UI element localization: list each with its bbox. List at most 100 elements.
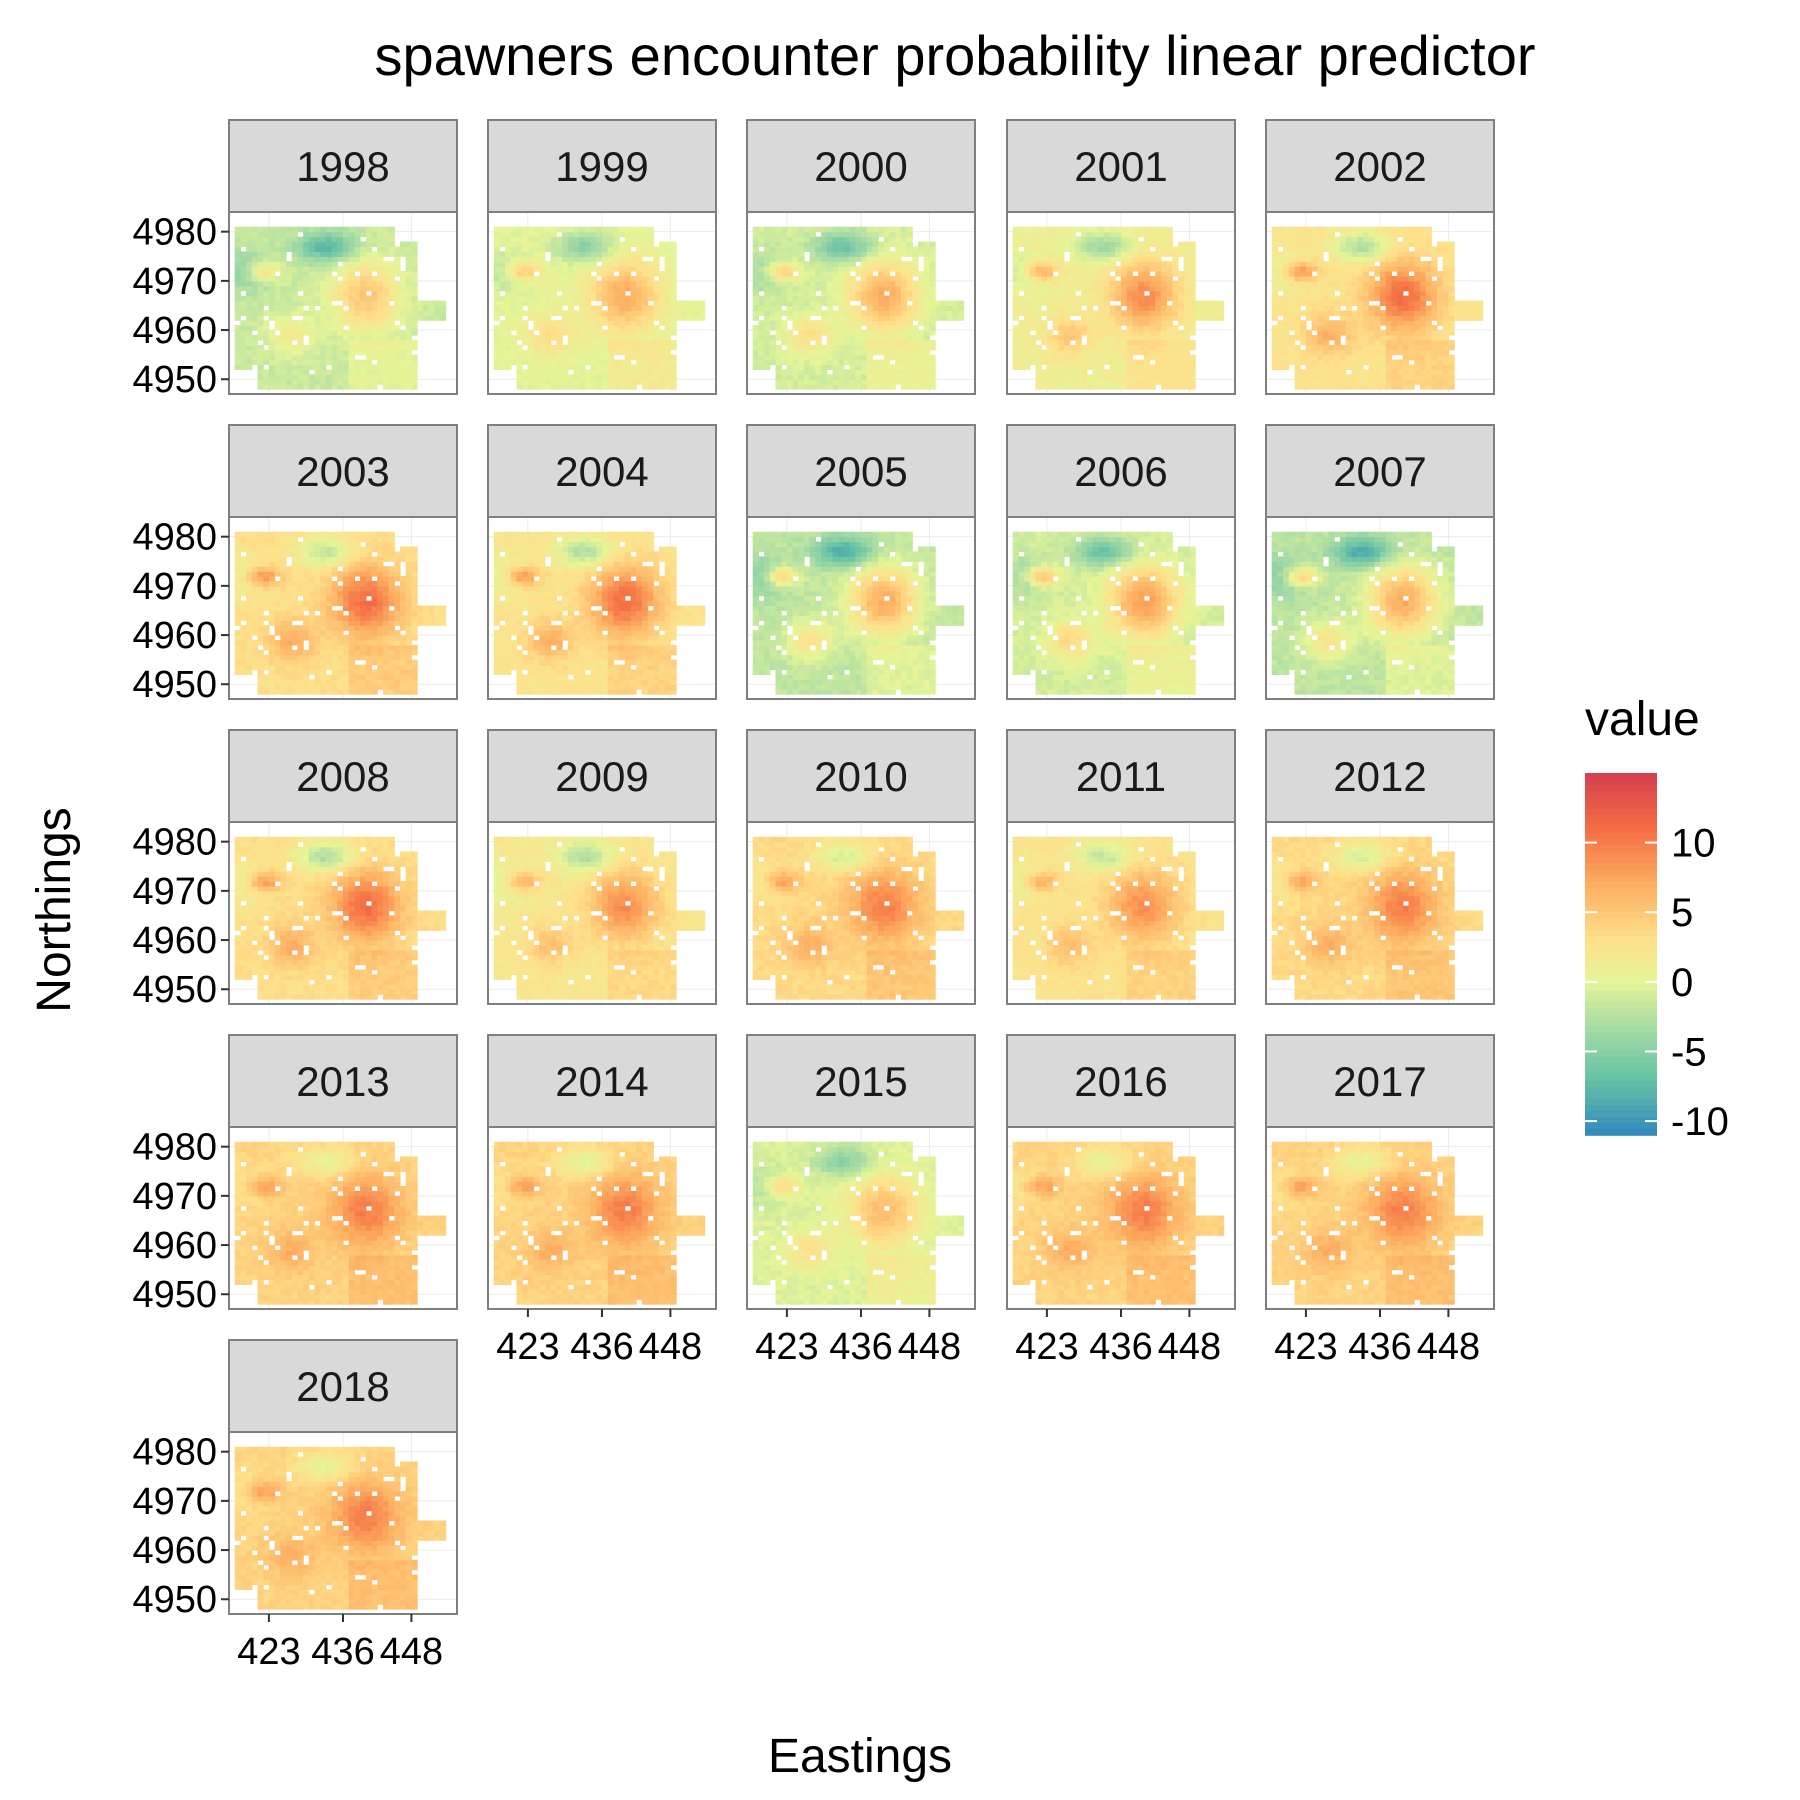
heat-cell — [308, 354, 316, 361]
heat-cell — [493, 246, 500, 252]
heat-cell — [1012, 339, 1019, 346]
heat-cell — [400, 251, 407, 257]
heat-cell — [1075, 384, 1082, 390]
heat-cell — [1408, 295, 1415, 302]
heat-cell — [1368, 354, 1375, 361]
heat-cell — [377, 290, 384, 297]
heat-cell — [1414, 226, 1421, 233]
heat-cell — [1081, 325, 1088, 331]
heat-cell — [624, 251, 632, 257]
heat-cell — [1300, 354, 1307, 361]
heat-cell — [1271, 246, 1278, 252]
heat-cell — [286, 226, 293, 233]
heat-cell — [821, 330, 828, 336]
heat-cell — [1345, 285, 1353, 292]
heat-cell — [550, 285, 557, 292]
heat-cell — [1380, 364, 1387, 371]
heat-cell — [1362, 251, 1370, 257]
heat-cell — [1189, 359, 1196, 366]
heat-cell — [769, 305, 777, 311]
heat-cell — [291, 285, 298, 292]
heat-cell — [798, 305, 805, 311]
heat-cell — [653, 271, 660, 277]
heat-cell — [895, 369, 902, 375]
heat-cell — [1178, 344, 1185, 351]
heat-cell — [786, 266, 794, 272]
heat-cell — [1328, 330, 1335, 336]
heat-cell — [641, 379, 649, 385]
heat-cell — [1368, 369, 1375, 375]
heat-cell — [849, 310, 856, 316]
heat-cell — [659, 320, 666, 326]
heat-cell — [1138, 379, 1145, 385]
heat-cell — [1052, 310, 1059, 316]
heat-cell — [1283, 305, 1290, 311]
heat-cell — [1305, 354, 1313, 361]
heat-cell — [641, 384, 649, 390]
heat-cell — [1317, 271, 1324, 277]
heat-cell — [624, 226, 632, 233]
heat-cell — [493, 271, 500, 277]
heat-cell — [1414, 256, 1421, 262]
heat-cell — [1166, 280, 1173, 287]
heat-cell — [630, 231, 637, 238]
heat-cell — [394, 364, 401, 371]
heat-cell — [1075, 379, 1082, 385]
heat-cell — [1391, 310, 1398, 316]
heat-cell — [314, 310, 321, 316]
heat-cell — [1419, 334, 1427, 341]
heat-cell — [821, 369, 828, 375]
heat-cell — [918, 330, 925, 336]
heat-cell — [1414, 374, 1421, 380]
heat-cell — [647, 295, 654, 302]
heat-cell — [240, 334, 247, 341]
heat-cell — [388, 369, 395, 375]
heat-cell — [1431, 251, 1438, 257]
heat-cell — [866, 379, 873, 385]
heat-cell — [792, 344, 799, 351]
heat-cell — [320, 349, 327, 356]
heat-cell — [815, 384, 822, 390]
heat-cell — [1172, 325, 1179, 331]
heat-cell — [855, 310, 862, 316]
heat-cell — [1075, 251, 1082, 257]
heat-cell — [286, 290, 293, 297]
heat-cell — [590, 334, 597, 341]
heat-cell — [579, 275, 586, 282]
heat-cell — [929, 266, 936, 272]
heat-cell — [1081, 231, 1088, 238]
heat-cell — [809, 241, 816, 248]
heat-cell — [590, 231, 597, 238]
heat-cell — [382, 369, 390, 375]
heat-cell — [1109, 226, 1116, 233]
heat-cell — [918, 374, 925, 380]
heat-cell — [900, 241, 908, 248]
heat-cell — [809, 256, 816, 262]
heat-cell — [382, 384, 390, 390]
heat-cell — [257, 349, 264, 356]
heat-cell — [388, 271, 395, 277]
heat-cell — [872, 266, 879, 272]
heat-cell — [1183, 290, 1190, 297]
heat-cell — [624, 344, 632, 351]
heat-cell — [1126, 271, 1133, 277]
heat-cell — [516, 236, 523, 243]
heat-cell — [1103, 285, 1111, 292]
heat-cell — [382, 280, 390, 287]
heat-cell — [1166, 349, 1173, 356]
heat-cell — [804, 266, 811, 272]
heat-cell — [286, 246, 293, 252]
heat-cell — [769, 359, 777, 366]
heat-cell — [855, 290, 862, 297]
heat-cell — [1419, 226, 1427, 233]
heat-cell — [804, 330, 811, 336]
heat-cell — [1362, 231, 1370, 238]
heat-cell — [641, 241, 649, 248]
heat-cell — [411, 280, 418, 287]
heat-cell — [1075, 285, 1082, 292]
heat-cell — [929, 285, 936, 292]
heat-cell — [1092, 379, 1099, 385]
heat-cell — [1425, 305, 1432, 311]
heat-cell — [843, 305, 851, 311]
heat-cell — [659, 369, 666, 375]
